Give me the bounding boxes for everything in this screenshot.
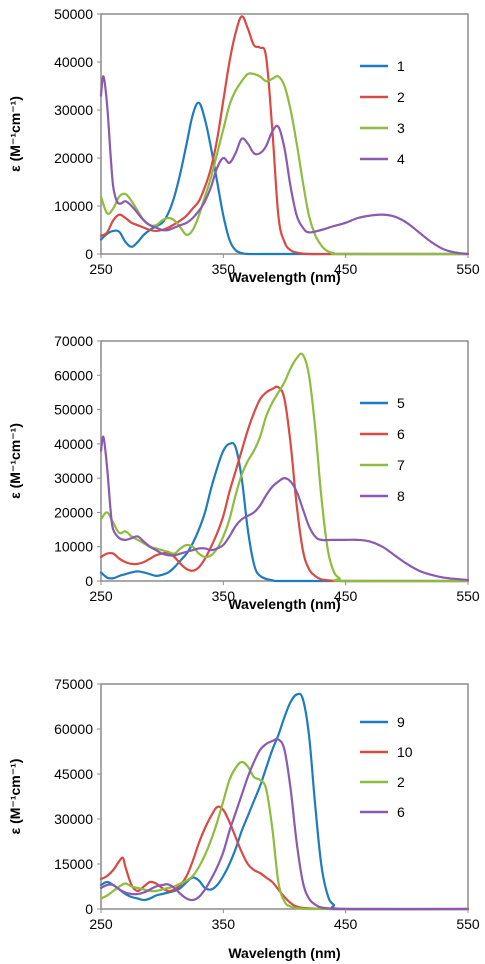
series-line-2 [99, 15, 470, 256]
legend-label: 2 [397, 89, 405, 105]
y-tick-label: 0 [85, 246, 93, 262]
plot-frame [100, 13, 469, 255]
x-tick-label: 250 [89, 916, 113, 932]
x-tick-label: 350 [212, 261, 236, 277]
x-tick-label: 450 [334, 916, 358, 932]
y-axis-title: ε (M⁻¹cm⁻¹) [7, 96, 23, 172]
y-tick-label: 0 [85, 901, 93, 917]
x-tick-label: 350 [212, 916, 236, 932]
series-line-2 [99, 760, 470, 911]
legend-label: 7 [397, 457, 405, 473]
legend: 1 2 3 4 [360, 58, 405, 167]
series-line-5 [99, 441, 470, 583]
x-tick-label: 450 [334, 261, 358, 277]
legend: 9 10 2 6 [360, 714, 413, 820]
y-tick-label: 60000 [54, 721, 93, 737]
series-line-4 [99, 75, 470, 256]
x-axis-title: Wavelength (nm) [228, 945, 340, 961]
series-line-6 [99, 385, 470, 583]
legend-label: 8 [397, 488, 405, 504]
legend-label: 6 [397, 804, 405, 820]
x-tick-label: 550 [456, 916, 480, 932]
legend-label: 10 [397, 744, 413, 760]
legend-label: 3 [397, 120, 405, 136]
legend-label: 5 [397, 395, 405, 411]
y-tick-label: 70000 [54, 333, 93, 349]
series-line-9 [99, 692, 470, 911]
x-tick-label: 250 [89, 261, 113, 277]
series-line-6 [99, 737, 470, 911]
x-tick-label: 550 [456, 261, 480, 277]
y-tick-label: 60000 [54, 367, 93, 383]
x-axis-title: Wavelength (nm) [228, 269, 340, 285]
plot-frame [100, 340, 469, 582]
y-axis-title: ε (M⁻¹cm⁻¹) [7, 423, 23, 499]
series-line-1 [99, 101, 470, 256]
chart-panel-3: 0 15000 30000 45000 60000 75000 250 350 450 550 Wa… [7, 676, 480, 961]
legend-label: 1 [397, 58, 405, 74]
y-tick-label: 30000 [54, 811, 93, 827]
y-tick-label: 40000 [54, 54, 93, 70]
y-tick-label: 20000 [54, 504, 93, 520]
series-line-8 [99, 435, 470, 582]
plot-frame [100, 683, 469, 910]
x-tick-label: 350 [212, 588, 236, 604]
x-axis-title: Wavelength (nm) [228, 596, 340, 612]
legend-label: 6 [397, 426, 405, 442]
series-line-7 [99, 352, 470, 583]
y-tick-label: 30000 [54, 470, 93, 486]
y-tick-label: 50000 [54, 402, 93, 418]
y-tick-label: 50000 [54, 6, 93, 22]
legend-label: 2 [397, 774, 405, 790]
series-group [99, 352, 470, 583]
legend: 5 6 7 8 [360, 395, 405, 504]
y-tick-label: 0 [85, 573, 93, 589]
y-tick-label: 40000 [54, 436, 93, 452]
y-tick-label: 20000 [54, 150, 93, 166]
chart-panel-2: 0 10000 20000 30000 40000 50000 60000 70000 250 3… [7, 333, 480, 612]
y-tick-label: 30000 [54, 102, 93, 118]
legend-label: 9 [397, 714, 405, 730]
y-tick-label: 10000 [54, 198, 93, 214]
y-tick-label: 15000 [54, 856, 93, 872]
x-tick-label: 550 [456, 588, 480, 604]
y-tick-label: 75000 [54, 676, 93, 692]
series-group [99, 692, 470, 911]
series-group [99, 15, 470, 256]
series-line-10 [99, 805, 470, 911]
y-axis-title: ε (M⁻¹cm⁻¹) [7, 759, 23, 835]
x-tick-label: 250 [89, 588, 113, 604]
y-tick-label: 10000 [54, 539, 93, 555]
chart-panel-1: 0 10000 20000 30000 40000 50000 250 350 450 550 Wa… [7, 6, 480, 285]
x-tick-label: 450 [334, 588, 358, 604]
y-tick-label: 45000 [54, 766, 93, 782]
legend-label: 4 [397, 151, 405, 167]
